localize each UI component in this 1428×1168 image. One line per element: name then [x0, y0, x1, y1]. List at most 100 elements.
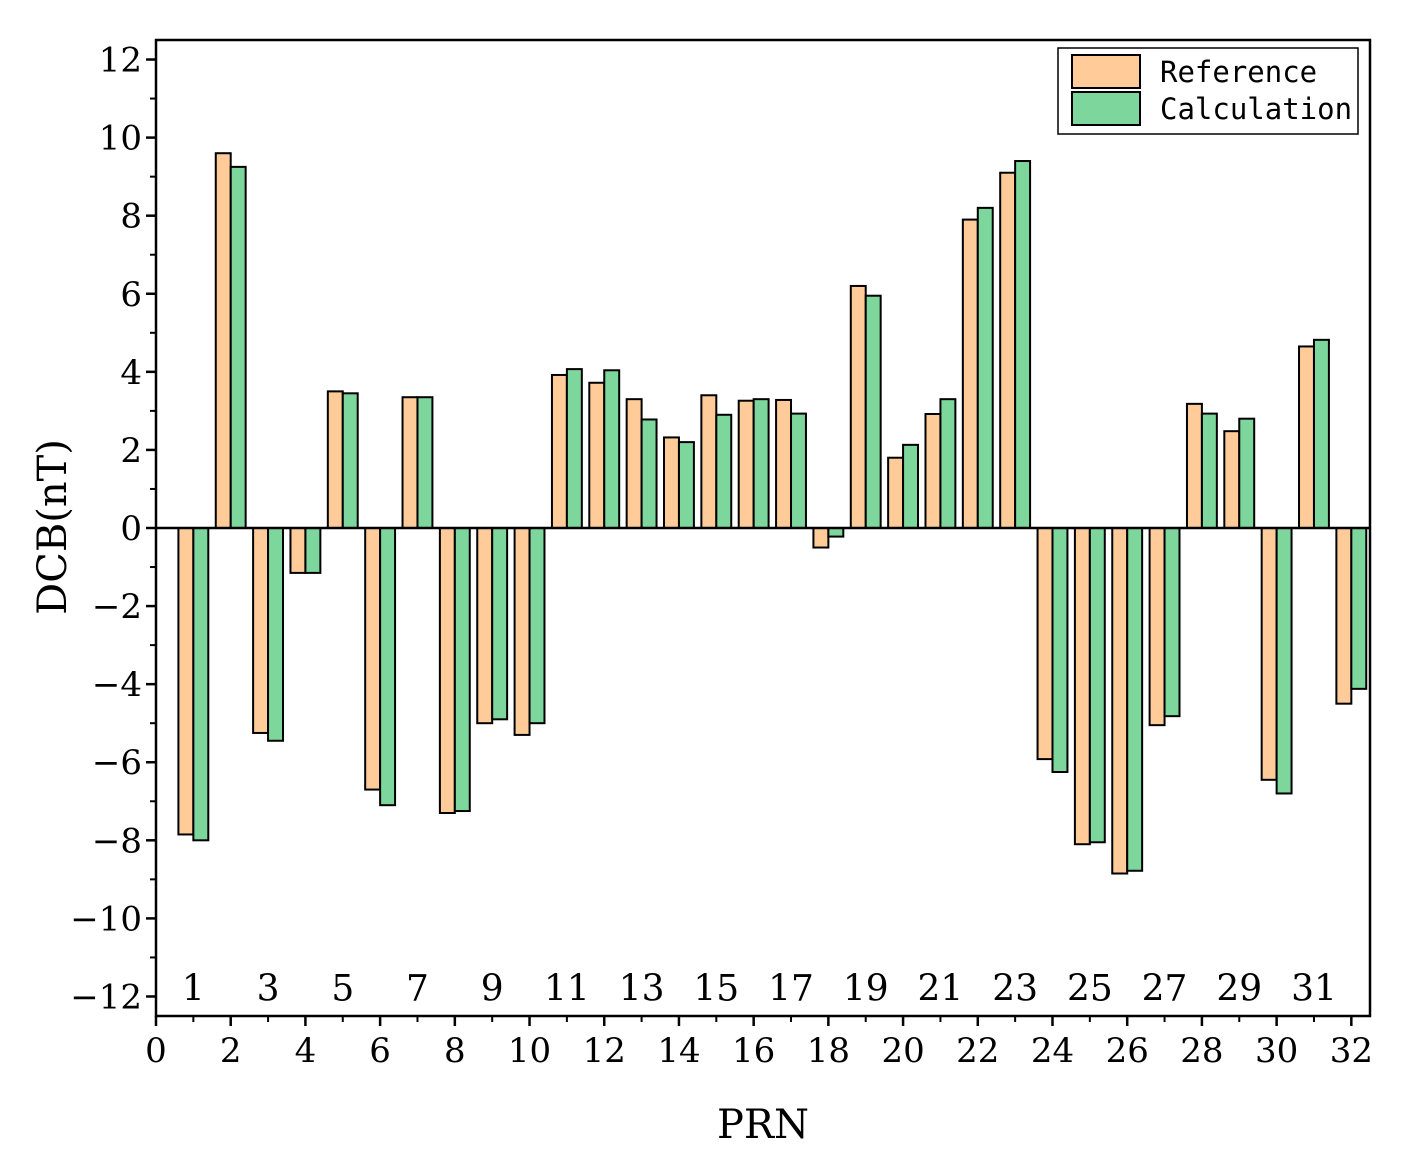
bar-calculation-prn-28 — [1200, 412, 1218, 529]
bar-reference-prn-1 — [177, 527, 195, 836]
x-tick-label: 2 — [220, 1031, 242, 1071]
x-tick-label: 6 — [369, 1031, 391, 1071]
y-tick-label: 6 — [120, 275, 142, 315]
bar-calculation-prn-31 — [1312, 338, 1330, 530]
x-tick-label: 20 — [881, 1031, 924, 1071]
y-tick-label: 0 — [120, 509, 142, 549]
bar-reference-prn-26 — [1111, 527, 1129, 875]
x-tick-label: 18 — [807, 1031, 850, 1071]
bar-reference-prn-5 — [326, 390, 344, 529]
y-tick-label: 8 — [120, 197, 142, 237]
bar-reference-prn-30 — [1260, 527, 1278, 781]
x-tick-label: 16 — [732, 1031, 775, 1071]
x-axis-ticks: 0 2 4 6 8 10 12 14 16 18 20 22 24 26 28 30 32 — [145, 1016, 1373, 1071]
y-tick-label: 2 — [120, 431, 142, 471]
y-tick-label: −2 — [92, 587, 142, 627]
bar-calculation-prn-24 — [1051, 527, 1069, 773]
x-tick-label: 4 — [295, 1031, 317, 1071]
odd-prn-label: 13 — [619, 968, 665, 1009]
bar-calculation-prn-29 — [1238, 417, 1256, 529]
odd-prn-label: 15 — [693, 968, 739, 1009]
bar-reference-prn-25 — [1073, 527, 1091, 846]
bar-calculation-prn-3 — [267, 527, 285, 742]
bar-reference-prn-13 — [625, 398, 643, 529]
bar-reference-prn-19 — [849, 284, 867, 529]
x-tick-label: 30 — [1255, 1031, 1298, 1071]
bar-calculation-prn-23 — [1014, 160, 1032, 530]
bar-calculation-prn-4 — [304, 527, 322, 574]
odd-prn-labels: 1 3 5 7 9 11 13 15 17 19 21 23 25 27 29 31 — [182, 968, 1337, 1009]
bar-calculation-prn-2 — [229, 165, 247, 529]
bar-reference-prn-3 — [252, 527, 270, 734]
bar-reference-prn-6 — [364, 527, 382, 791]
odd-prn-label: 1 — [182, 968, 205, 1009]
bar-calculation-prn-30 — [1275, 527, 1293, 795]
x-tick-label: 22 — [956, 1031, 999, 1071]
odd-prn-label: 3 — [257, 968, 280, 1009]
odd-prn-label: 7 — [406, 968, 429, 1009]
bar-reference-prn-15 — [700, 394, 718, 529]
legend-swatch-calculation — [1071, 91, 1141, 126]
bars-group — [177, 152, 1368, 875]
odd-prn-label: 21 — [918, 968, 964, 1009]
legend-label-calculation: Calculation — [1160, 92, 1352, 126]
bar-reference-prn-28 — [1185, 402, 1203, 530]
bar-calculation-prn-8 — [453, 527, 471, 813]
bar-reference-prn-20 — [887, 456, 905, 529]
odd-prn-label: 19 — [843, 968, 889, 1009]
bar-calculation-prn-11 — [565, 368, 583, 530]
bar-reference-prn-16 — [737, 399, 755, 530]
x-tick-label: 12 — [583, 1031, 626, 1071]
bar-reference-prn-12 — [588, 381, 606, 530]
plot-frame — [154, 38, 1372, 1018]
bar-reference-prn-9 — [476, 527, 494, 725]
y-axis-title: DCB(nT) — [30, 439, 76, 615]
bar-calculation-prn-20 — [902, 443, 920, 529]
bar-calculation-prn-32 — [1350, 527, 1368, 690]
legend-label-reference: Reference — [1160, 55, 1317, 89]
odd-prn-label: 11 — [544, 968, 590, 1009]
bar-calculation-prn-9 — [491, 527, 509, 721]
bar-reference-prn-23 — [999, 171, 1017, 529]
bar-calculation-prn-6 — [379, 527, 397, 807]
legend: Reference Calculation — [1057, 47, 1359, 135]
x-tick-label: 8 — [444, 1031, 466, 1071]
y-tick-label: 12 — [99, 41, 142, 81]
bar-calculation-prn-7 — [416, 396, 434, 529]
y-axis-ticks: −12 −10 −8 −6 −4 −2 0 2 4 6 8 10 12 — [70, 41, 156, 1017]
bar-calculation-prn-1 — [192, 527, 210, 842]
bar-calculation-prn-10 — [528, 527, 546, 725]
bar-reference-prn-29 — [1223, 430, 1241, 529]
y-tick-label: −6 — [92, 743, 142, 783]
legend-swatch-reference — [1071, 54, 1141, 89]
bar-reference-prn-4 — [289, 527, 307, 574]
bar-reference-prn-14 — [663, 436, 680, 529]
odd-prn-label: 9 — [481, 968, 504, 1009]
bar-calculation-prn-27 — [1163, 527, 1181, 718]
x-tick-label: 14 — [657, 1031, 700, 1071]
y-tick-label: −10 — [70, 899, 142, 939]
bar-calculation-prn-12 — [603, 369, 621, 530]
y-tick-label: −4 — [92, 665, 142, 705]
x-tick-label: 0 — [145, 1031, 167, 1071]
bar-reference-prn-7 — [401, 396, 419, 529]
odd-prn-label: 27 — [1142, 968, 1188, 1009]
odd-prn-label: 5 — [331, 968, 354, 1009]
bar-reference-prn-10 — [513, 527, 531, 736]
bar-reference-prn-2 — [214, 152, 232, 529]
bar-reference-prn-11 — [550, 373, 568, 529]
y-tick-label: 10 — [99, 119, 142, 159]
bar-calculation-prn-22 — [976, 206, 994, 529]
x-tick-label: 28 — [1180, 1031, 1223, 1071]
odd-prn-label: 25 — [1067, 968, 1113, 1009]
bar-reference-prn-22 — [961, 218, 979, 529]
bar-reference-prn-24 — [1036, 527, 1054, 761]
bar-calculation-prn-25 — [1088, 527, 1106, 844]
y-tick-label: −12 — [70, 977, 142, 1017]
bar-calculation-prn-15 — [715, 413, 733, 529]
bar-calculation-prn-16 — [752, 398, 770, 529]
bar-reference-prn-21 — [924, 413, 942, 530]
x-tick-label: 32 — [1330, 1031, 1373, 1071]
bar-reference-prn-8 — [438, 527, 456, 814]
